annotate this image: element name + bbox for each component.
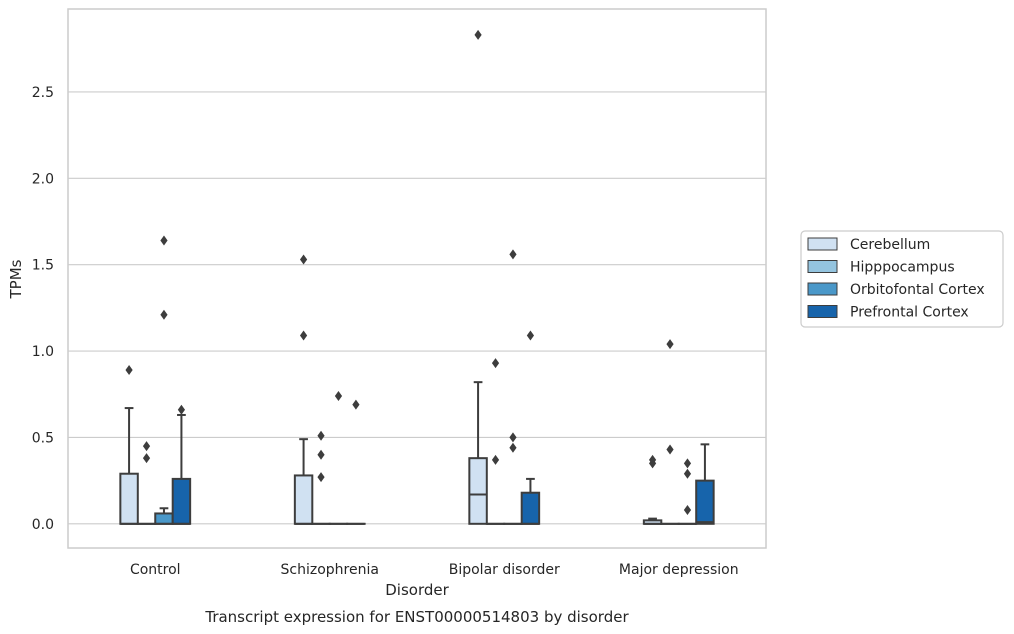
box-orbitofontal-cortex <box>677 458 698 525</box>
legend-item: Prefrontal Cortex <box>807 305 969 321</box>
legend-item: Orbitofontal Cortex <box>807 282 985 298</box>
x-tick-label: Control <box>130 562 181 578</box>
box-iqr <box>171 477 192 525</box>
outlier-point <box>142 441 151 452</box>
legend-label: Orbitofontal Cortex <box>850 282 985 298</box>
legend: Cerebellum Hipppocampus Orbitofontal Corte… <box>800 230 1004 328</box>
outlier-point <box>317 430 325 441</box>
x-tick-label: Schizophrenia <box>281 562 379 578</box>
legend-swatch <box>807 282 838 296</box>
y-tick-label: 0.5 <box>32 430 54 446</box>
box-prefrontal-cortex <box>520 330 541 525</box>
legend-swatch <box>807 237 838 251</box>
box-orbitofontal-cortex <box>328 390 349 525</box>
outlier-point <box>491 358 500 369</box>
legend-label: Hipppocampus <box>850 260 955 276</box>
legend-label: Prefrontal Cortex <box>850 305 969 321</box>
plot-frame <box>67 8 767 549</box>
y-tick-label: 1.5 <box>32 258 54 274</box>
box-prefrontal-cortex <box>171 404 192 525</box>
outlier-point <box>334 390 343 401</box>
box-orbitofontal-cortex <box>503 249 523 525</box>
plot-boxes <box>119 29 715 525</box>
legend-label: Cerebellum <box>850 237 930 253</box>
outlier-point <box>352 399 360 410</box>
outlier-point <box>683 468 692 479</box>
x-tick-labels: Control Schizophrenia Bipolar disorder Majo… <box>130 562 739 578</box>
legend-item: Hipppocampus <box>807 260 955 276</box>
outlier-point <box>299 254 308 265</box>
box-cerebellum <box>468 29 488 525</box>
outlier-point <box>648 454 657 465</box>
box-iqr <box>154 512 174 525</box>
outlier-point <box>683 458 692 469</box>
box-iqr <box>520 491 541 525</box>
box-hipppocampus <box>136 441 157 525</box>
outlier-point <box>474 29 482 40</box>
outlier-point <box>177 404 186 415</box>
box-cerebellum <box>119 365 139 525</box>
x-tick-label: Bipolar disorder <box>449 562 560 578</box>
outlier-point <box>666 339 674 350</box>
chart-caption: Transcript expression for ENST0000051480… <box>204 608 629 626</box>
outlier-point <box>491 454 500 465</box>
y-tick-label: 1.0 <box>32 344 54 360</box>
plot-area-border <box>67 8 767 549</box>
box-cerebellum <box>642 454 663 525</box>
box-iqr <box>468 457 488 525</box>
box-hipppocampus <box>311 430 331 525</box>
y-axis-label: TPMs <box>7 259 25 299</box>
box-iqr <box>293 474 314 525</box>
outlier-point <box>142 453 151 464</box>
box-prefrontal-cortex <box>346 399 366 525</box>
outlier-point <box>160 235 168 246</box>
outlier-point <box>317 449 325 460</box>
outlier-point <box>125 365 133 376</box>
outlier-point <box>509 249 517 260</box>
box-iqr <box>695 479 715 525</box>
y-tick-label: 2.0 <box>32 171 54 187</box>
legend-swatch <box>807 305 838 318</box>
legend-item: Cerebellum <box>807 237 930 253</box>
outlier-point <box>526 330 535 341</box>
y-tick-label: 2.5 <box>32 85 54 101</box>
outlier-point <box>299 330 308 341</box>
y-tick-labels: 0.0 0.5 1.0 1.5 2.0 2.5 <box>32 85 54 533</box>
box-hipppocampus <box>485 358 506 525</box>
box-prefrontal-cortex <box>695 443 715 525</box>
legend-frame <box>800 230 1004 328</box>
outlier-point <box>683 504 692 515</box>
box-iqr <box>119 472 139 525</box>
legend-swatch <box>807 260 838 273</box>
outlier-point <box>509 442 517 453</box>
box-orbitofontal-cortex <box>154 235 174 525</box>
gridlines <box>68 91 766 525</box>
outlier-point <box>160 309 168 320</box>
outlier-point <box>509 432 517 443</box>
box-cerebellum <box>293 254 314 525</box>
box-hipppocampus <box>660 339 680 525</box>
outlier-point <box>666 444 674 455</box>
y-tick-label: 0.0 <box>32 517 54 533</box>
x-axis-label: Disorder <box>385 581 449 599</box>
outlier-point <box>317 472 325 483</box>
x-tick-label: Major depression <box>619 562 739 578</box>
